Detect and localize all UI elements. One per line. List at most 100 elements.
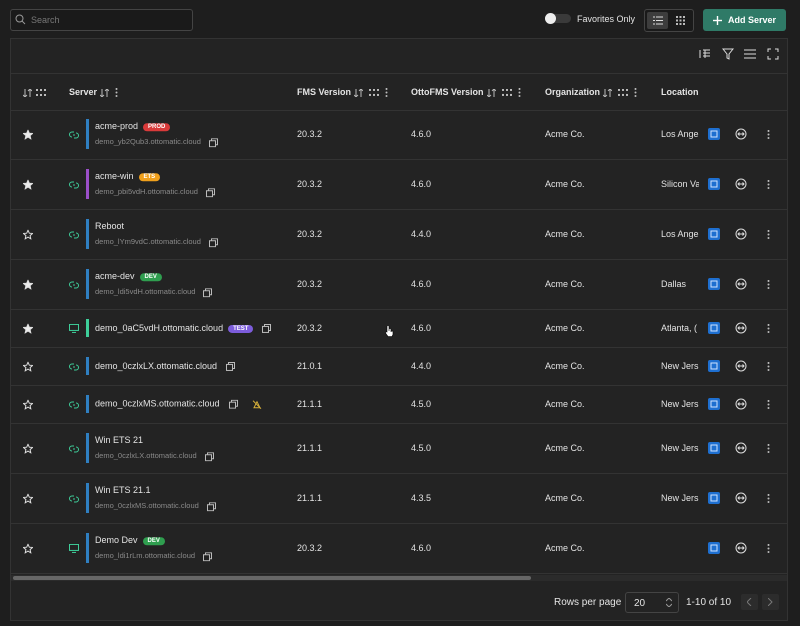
favorite-star[interactable] bbox=[23, 543, 33, 554]
copy-button[interactable] bbox=[228, 399, 238, 409]
rows-per-page-select[interactable]: 20 bbox=[625, 592, 679, 613]
row-menu[interactable] bbox=[767, 129, 770, 140]
copy-button[interactable] bbox=[205, 187, 215, 197]
filemaker-button[interactable] bbox=[708, 128, 720, 140]
table-row[interactable]: demo_0aC5vdH.ottomatic.cloud TEST 20.3.2 4.… bbox=[11, 309, 787, 348]
filemaker-button[interactable] bbox=[708, 228, 720, 240]
copy-button[interactable] bbox=[206, 501, 216, 511]
table-row[interactable]: Demo Dev DEV demo_ldi1rLm.ottomatic.cloud 2… bbox=[11, 523, 787, 574]
favorite-star[interactable] bbox=[23, 323, 33, 334]
filemaker-button[interactable] bbox=[708, 442, 720, 454]
columns-icon[interactable] bbox=[699, 48, 711, 60]
server-name[interactable]: demo_0czlxMS.ottomatic.cloud bbox=[95, 398, 220, 409]
column-grip-glyph bbox=[618, 89, 629, 97]
row-menu[interactable] bbox=[767, 229, 770, 240]
sort-icon[interactable] bbox=[23, 87, 32, 97]
favorite-star[interactable] bbox=[23, 493, 33, 504]
copy-button[interactable] bbox=[203, 287, 213, 297]
column-grip[interactable] bbox=[501, 87, 512, 97]
filemaker-button[interactable] bbox=[708, 360, 720, 372]
row-menu[interactable] bbox=[767, 361, 770, 372]
server-name[interactable]: acme-win bbox=[95, 171, 134, 182]
favorite-star[interactable] bbox=[23, 361, 33, 372]
connect-button[interactable] bbox=[735, 442, 747, 454]
filemaker-button[interactable] bbox=[708, 278, 720, 290]
status-bar bbox=[86, 219, 89, 249]
add-server-button[interactable]: Add Server bbox=[703, 9, 786, 31]
prev-page-button[interactable] bbox=[741, 594, 758, 610]
column-menu[interactable] bbox=[518, 87, 521, 98]
filemaker-button[interactable] bbox=[708, 398, 720, 410]
table-row[interactable]: acme-win ETS demo_pbi5vdH.ottomatic.cloud 2… bbox=[11, 159, 787, 210]
copy-button[interactable] bbox=[262, 323, 272, 334]
server-name[interactable]: Reboot bbox=[95, 221, 125, 232]
favorite-star[interactable] bbox=[23, 229, 33, 240]
filter-icon[interactable] bbox=[721, 48, 734, 60]
table-row[interactable]: Win ETS 21 demo_0czlxLX.ottomatic.cloud 21… bbox=[11, 423, 787, 474]
favorites-toggle[interactable] bbox=[545, 13, 571, 24]
grid-view-button[interactable] bbox=[676, 16, 685, 25]
copy-button[interactable] bbox=[208, 237, 218, 247]
table-row[interactable]: demo_0czlxMS.ottomatic.cloud 21.1.1 4.5.0 A… bbox=[11, 385, 787, 424]
column-grip[interactable] bbox=[618, 87, 629, 97]
connect-button[interactable] bbox=[735, 228, 747, 240]
connect-button[interactable] bbox=[735, 178, 747, 190]
table-row[interactable]: acme-prod PROD demo_yb2Qub3.ottomatic.clou… bbox=[11, 109, 787, 160]
connect-button[interactable] bbox=[735, 128, 747, 140]
server-name[interactable]: Win ETS 21 bbox=[95, 435, 144, 446]
scrollbar-thumb[interactable] bbox=[13, 576, 531, 580]
filemaker-button[interactable] bbox=[708, 178, 720, 190]
connect-button-glyph bbox=[735, 398, 747, 410]
table-row[interactable]: demo_0czlxLX.ottomatic.cloud 21.0.1 4.4.0 A… bbox=[11, 347, 787, 386]
server-name[interactable]: acme-prod bbox=[95, 121, 139, 132]
connect-button[interactable] bbox=[735, 360, 747, 372]
sort-icon[interactable] bbox=[354, 87, 364, 97]
column-menu[interactable] bbox=[385, 87, 388, 98]
server-name[interactable]: Win ETS 21.1 bbox=[95, 485, 151, 496]
table-row[interactable]: Reboot demo_lYm9vdC.ottomatic.cloud 20.3.2… bbox=[11, 209, 787, 260]
column-menu[interactable] bbox=[634, 87, 637, 98]
row-menu[interactable] bbox=[767, 179, 770, 190]
copy-button[interactable] bbox=[208, 137, 218, 147]
connect-button[interactable] bbox=[735, 492, 747, 504]
favorite-star[interactable] bbox=[23, 443, 33, 454]
row-menu[interactable] bbox=[767, 493, 770, 504]
table-row[interactable]: Win ETS 21.1 demo_0czlxMS.ottomatic.cloud… bbox=[11, 473, 787, 524]
server-name[interactable]: acme-dev bbox=[95, 271, 135, 282]
copy-button[interactable] bbox=[226, 361, 236, 372]
row-menu[interactable] bbox=[767, 443, 770, 454]
connect-button[interactable] bbox=[735, 398, 747, 410]
density-icon[interactable] bbox=[744, 48, 757, 60]
sort-icon[interactable] bbox=[486, 87, 496, 97]
filemaker-button[interactable] bbox=[708, 492, 720, 504]
copy-button[interactable] bbox=[204, 451, 214, 461]
favorite-star[interactable] bbox=[23, 279, 33, 290]
copy-button[interactable] bbox=[203, 551, 213, 561]
favorite-star[interactable] bbox=[23, 129, 33, 140]
column-menu[interactable] bbox=[115, 87, 118, 98]
table-row[interactable]: acme-dev DEV demo_ldi5vdH.ottomatic.cloud 2… bbox=[11, 259, 787, 310]
favorite-star[interactable] bbox=[23, 179, 33, 190]
row-menu[interactable] bbox=[767, 279, 770, 290]
fullscreen-icon[interactable] bbox=[767, 48, 779, 60]
row-menu[interactable] bbox=[767, 543, 770, 554]
column-grip[interactable] bbox=[36, 87, 46, 97]
column-grip[interactable] bbox=[369, 87, 380, 97]
row-menu[interactable] bbox=[767, 323, 770, 334]
row-menu-glyph bbox=[767, 130, 770, 140]
filemaker-button[interactable] bbox=[708, 542, 720, 554]
list-view-button[interactable] bbox=[647, 12, 668, 29]
sort-icon[interactable] bbox=[100, 87, 110, 97]
connect-button[interactable] bbox=[735, 542, 747, 554]
server-name[interactable]: demo_0czlxLX.ottomatic.cloud bbox=[95, 360, 218, 371]
sort-icon[interactable] bbox=[603, 87, 613, 97]
server-name[interactable]: Demo Dev bbox=[95, 535, 138, 546]
server-name[interactable]: demo_0aC5vdH.ottomatic.cloud bbox=[95, 322, 224, 333]
connect-button[interactable] bbox=[735, 322, 747, 334]
connect-button[interactable] bbox=[735, 278, 747, 290]
favorite-star[interactable] bbox=[23, 399, 33, 410]
next-page-button[interactable] bbox=[762, 594, 779, 610]
search-box[interactable]: Search bbox=[10, 9, 193, 31]
row-menu[interactable] bbox=[767, 399, 770, 410]
filemaker-button[interactable] bbox=[708, 322, 720, 334]
